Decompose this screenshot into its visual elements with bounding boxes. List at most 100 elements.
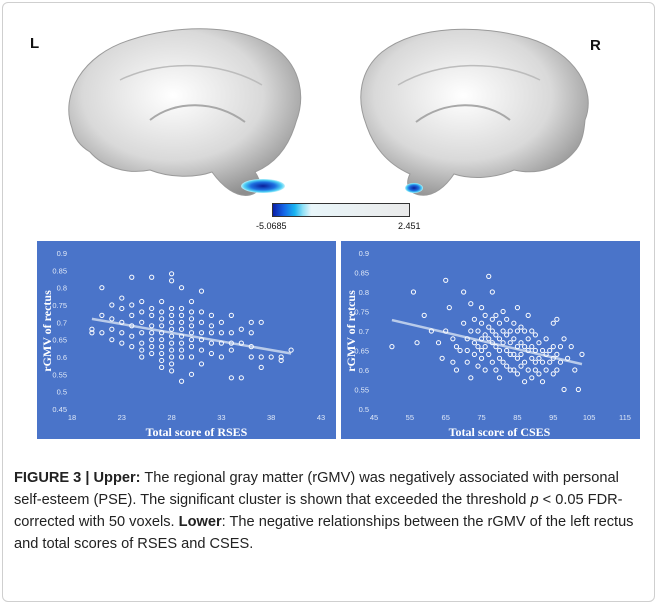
rses-data-point bbox=[149, 305, 155, 312]
cses-data-point bbox=[478, 355, 485, 361]
y-tick-label: 0.5 bbox=[359, 405, 369, 414]
x-axis-label: Total score of CSES bbox=[449, 425, 551, 439]
rses-data-point bbox=[198, 361, 205, 367]
y-tick-label: 0.75 bbox=[52, 301, 67, 310]
cses-data-point bbox=[557, 359, 564, 365]
rses-data-point bbox=[149, 330, 155, 336]
cses-data-point bbox=[450, 359, 456, 365]
rses-data-point bbox=[169, 333, 175, 339]
rses-data-point bbox=[208, 323, 215, 329]
rses-data-point bbox=[139, 354, 145, 360]
cses-data-point bbox=[547, 359, 553, 365]
right-hemisphere-label: R bbox=[590, 37, 601, 54]
caption-upper-head: Upper: bbox=[93, 470, 141, 486]
cses-data-point bbox=[489, 289, 495, 295]
cses-data-point bbox=[550, 344, 556, 350]
x-tick-label: 23 bbox=[118, 413, 126, 422]
cses-data-point bbox=[446, 305, 452, 311]
rses-data-point bbox=[139, 319, 145, 325]
rses-data-point bbox=[238, 326, 244, 332]
rses-data-point bbox=[178, 305, 185, 312]
cses-data-point bbox=[579, 351, 585, 358]
rses-data-point bbox=[119, 340, 125, 346]
rses-data-point bbox=[188, 344, 195, 350]
rses-data-point bbox=[169, 312, 175, 319]
cses-data-point bbox=[421, 312, 427, 319]
rses-data-point bbox=[188, 316, 195, 322]
cses-data-point bbox=[575, 386, 581, 393]
cses-data-point bbox=[514, 355, 521, 361]
cses-data-point bbox=[550, 371, 556, 377]
rses-data-point bbox=[149, 312, 155, 319]
rses-data-point bbox=[218, 340, 224, 346]
cses-data-point bbox=[550, 355, 556, 361]
x-tick-label: 105 bbox=[583, 413, 596, 422]
x-tick-label: 45 bbox=[370, 413, 378, 422]
cses-data-point bbox=[514, 371, 521, 377]
rses-data-point bbox=[178, 340, 185, 346]
right-significant-cluster bbox=[405, 183, 423, 193]
cses-data-point bbox=[507, 340, 513, 346]
x-tick-label: 33 bbox=[217, 413, 225, 422]
rses-data-point bbox=[258, 354, 264, 360]
cses-data-point bbox=[565, 355, 571, 361]
cses-data-point bbox=[464, 336, 470, 342]
rses-scatter-svg: 0.45 0.5 0.55 0.6 0.65 0.7 0.75 0.8 0.85 0.9 18 23 2… bbox=[40, 249, 325, 439]
y-tick-label: 0.65 bbox=[52, 336, 67, 345]
rses-data-point bbox=[258, 364, 264, 371]
cses-data-point bbox=[482, 344, 488, 350]
cses-data-point bbox=[489, 340, 495, 346]
cses-data-point bbox=[554, 316, 560, 322]
cses-data-point bbox=[496, 320, 503, 326]
rses-data-point bbox=[99, 285, 105, 291]
cses-data-point bbox=[389, 344, 395, 350]
rses-data-point bbox=[248, 354, 254, 360]
rses-data-point bbox=[89, 330, 95, 336]
cses-data-point bbox=[453, 344, 460, 350]
cses-data-point bbox=[471, 316, 477, 322]
rses-data-point bbox=[109, 316, 115, 322]
rses-data-point bbox=[198, 337, 205, 343]
cses-data-point bbox=[410, 289, 417, 295]
rses-data-point bbox=[178, 326, 185, 332]
rses-data-point bbox=[188, 354, 195, 360]
cses-data-point bbox=[493, 344, 499, 350]
y-tick-label: 0.85 bbox=[354, 269, 369, 278]
rses-data-point bbox=[169, 368, 175, 374]
rses-data-point bbox=[149, 337, 155, 343]
cses-data-point bbox=[518, 363, 524, 369]
cses-data-point bbox=[493, 312, 499, 319]
rses-data-point bbox=[159, 309, 165, 315]
rses-data-point bbox=[159, 344, 165, 350]
y-tick-label: 0.6 bbox=[57, 353, 67, 362]
cses-data-point bbox=[539, 379, 546, 385]
rses-data-point bbox=[129, 274, 135, 280]
rses-data-point bbox=[188, 309, 195, 315]
rses-data-point bbox=[119, 319, 125, 325]
cses-data-point bbox=[471, 351, 477, 358]
rses-data-point bbox=[188, 323, 195, 329]
rses-data-point bbox=[119, 295, 125, 301]
rses-data-point bbox=[198, 319, 205, 325]
rses-data-point bbox=[268, 354, 274, 360]
rses-data-point bbox=[208, 330, 215, 336]
cses-data-point bbox=[514, 328, 521, 334]
rses-scatter-plot: 0.45 0.5 0.55 0.6 0.65 0.7 0.75 0.8 0.85 0.9 18 23 2… bbox=[37, 241, 336, 439]
cses-data-point bbox=[522, 328, 528, 334]
trendline bbox=[391, 318, 583, 366]
x-tick-label: 18 bbox=[68, 413, 76, 422]
x-tick-label: 55 bbox=[406, 413, 414, 422]
cses-data-point bbox=[572, 367, 578, 373]
cses-data-point bbox=[536, 371, 542, 377]
rses-data-point bbox=[159, 357, 165, 364]
cses-data-point bbox=[518, 351, 524, 358]
cses-data-point bbox=[511, 336, 517, 342]
cses-data-point bbox=[493, 367, 499, 373]
cses-data-point bbox=[522, 344, 528, 350]
rses-data-point bbox=[288, 347, 294, 353]
y-tick-label: 0.7 bbox=[359, 327, 369, 336]
rses-data-point bbox=[188, 298, 195, 305]
rses-data-point bbox=[238, 340, 244, 346]
rses-data-point bbox=[149, 344, 155, 350]
rses-data-point bbox=[188, 330, 195, 336]
